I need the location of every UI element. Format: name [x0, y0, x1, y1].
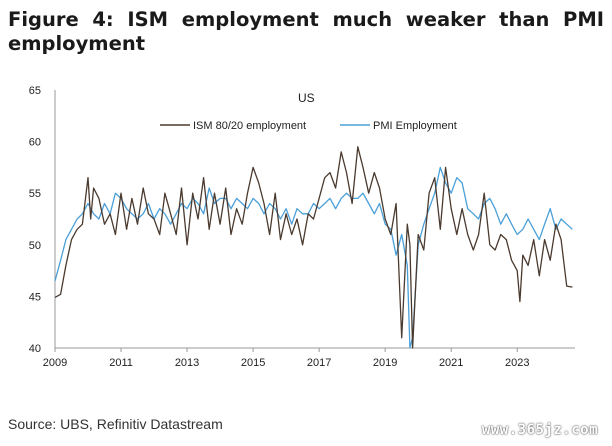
watermark-logo: www.365jz.com [481, 422, 598, 438]
line-chart: 40 45 50 55 60 65 2009 2011 2013 2015 2017 2019 202… [29, 85, 575, 369]
x-tick-label: 2017 [307, 357, 331, 369]
y-tick-labels: 40 45 50 55 60 65 [29, 85, 41, 355]
y-tick-label: 50 [29, 240, 41, 252]
plot-frame [54, 90, 575, 349]
legend-label-ism: ISM 80/20 employment [193, 120, 306, 132]
x-tick-label: 2023 [505, 357, 529, 369]
figure-title: Figure 4: ISM employment much weaker tha… [8, 8, 604, 55]
y-tick-label: 65 [29, 85, 41, 97]
x-tick-label: 2013 [175, 357, 199, 369]
series-line-pmi-employment [54, 166, 573, 349]
series-lines [54, 146, 573, 349]
y-tick-label: 60 [29, 137, 41, 149]
source-note: Source: UBS, Refinitiv Datastream [8, 416, 223, 432]
y-tick-label: 40 [29, 343, 41, 355]
x-tick-label: 2015 [241, 357, 265, 369]
legend-label-pmi: PMI Employment [373, 120, 457, 132]
series-line-ism-employment [54, 146, 573, 349]
x-tick-label: 2009 [43, 357, 67, 369]
region-label: US [298, 91, 315, 105]
x-tick-label: 2019 [373, 357, 397, 369]
x-tick-label: 2021 [439, 357, 463, 369]
legend: ISM 80/20 employment PMI Employment [160, 120, 457, 132]
x-tick-labels: 2009 2011 2013 2015 2017 2019 2021 2023 [43, 348, 529, 369]
y-tick-label: 45 [29, 291, 41, 303]
y-tick-label: 55 [29, 188, 41, 200]
x-tick-label: 2011 [109, 357, 133, 369]
